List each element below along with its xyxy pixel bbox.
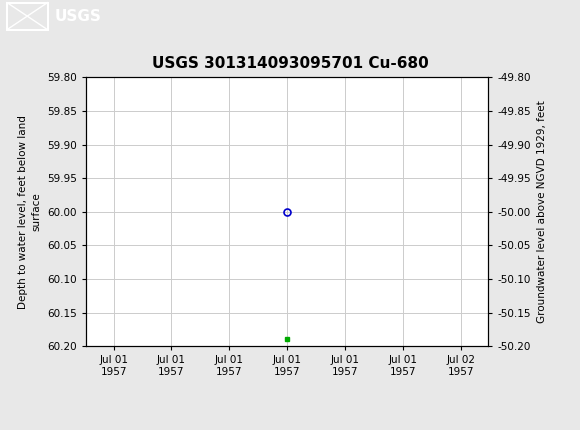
Y-axis label: Groundwater level above NGVD 1929, feet: Groundwater level above NGVD 1929, feet xyxy=(536,100,546,323)
Text: USGS: USGS xyxy=(55,9,102,24)
Text: USGS 301314093095701 Cu-680: USGS 301314093095701 Cu-680 xyxy=(151,56,429,71)
Y-axis label: Depth to water level, feet below land
surface: Depth to water level, feet below land su… xyxy=(18,115,41,309)
Bar xyxy=(7,3,48,30)
